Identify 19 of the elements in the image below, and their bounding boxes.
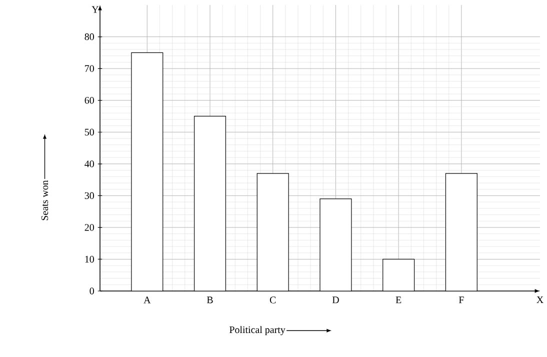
x-tick-label: E [396,296,402,304]
x-axis-title: Political party [229,326,286,336]
x-tick-label: B [206,296,213,304]
x-tick-label: A [144,296,151,304]
x-tick-label: D [332,296,339,304]
y-tick-label: 10 [85,256,94,263]
text: Y [92,6,99,13]
text: X [536,296,544,304]
y-tick-label: 40 [84,160,94,168]
x-tick-label: C [270,296,276,304]
y-tick-label: 50 [84,128,94,136]
y-tick-label: 20 [84,224,94,231]
y-tick-label: 70 [85,65,94,72]
x-tick-label: F [458,296,464,304]
y-tick-label: 0 [90,288,94,294]
y-tick-label: 60 [84,96,94,104]
y-tick-label: 30 [84,192,94,200]
y-tick-label: 80 [84,33,94,40]
y-axis-title: Seats won [41,180,48,220]
